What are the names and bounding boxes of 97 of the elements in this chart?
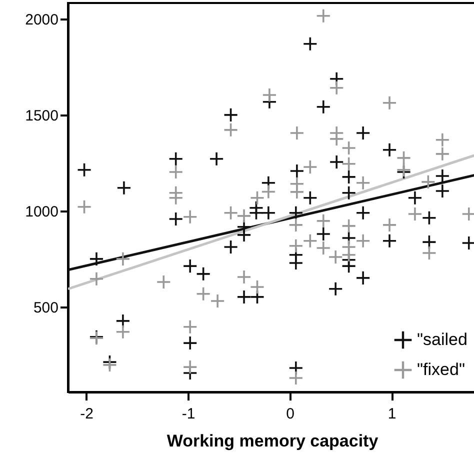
- point: [261, 205, 276, 220]
- point: [329, 132, 344, 146]
- point: [116, 314, 130, 328]
- point: [288, 218, 304, 232]
- point: [182, 209, 198, 224]
- point: [288, 370, 304, 386]
- point: [422, 246, 437, 260]
- point: [328, 281, 344, 296]
- point: [341, 156, 356, 172]
- point: [196, 266, 211, 282]
- point: [116, 252, 130, 266]
- point: [261, 184, 276, 200]
- x-tick-label: -1: [182, 406, 196, 422]
- point: [236, 290, 252, 304]
- point: [316, 8, 331, 24]
- point: [288, 256, 304, 270]
- point: [236, 270, 252, 284]
- point: [168, 190, 184, 206]
- point: [76, 199, 92, 214]
- point: [250, 190, 265, 206]
- point: [89, 271, 104, 286]
- legend-label: "fixed": [417, 360, 465, 379]
- point: [356, 205, 370, 220]
- point: [223, 108, 238, 122]
- point: [182, 336, 198, 350]
- point: [356, 175, 370, 190]
- point: [290, 184, 304, 200]
- point: [435, 168, 450, 184]
- point: [341, 170, 356, 184]
- point: [223, 205, 238, 220]
- point: [288, 205, 304, 220]
- point: [182, 319, 198, 334]
- point: [408, 206, 422, 222]
- point: [302, 160, 318, 174]
- point: [76, 162, 92, 178]
- y-tick-label: 500: [33, 299, 58, 316]
- point: [102, 358, 118, 372]
- point: [262, 88, 277, 102]
- point: [396, 150, 412, 166]
- point: [223, 122, 238, 138]
- point: [341, 247, 356, 262]
- point: [382, 218, 397, 232]
- point: [210, 294, 225, 308]
- point: [236, 208, 252, 224]
- point: [435, 132, 450, 148]
- point: [341, 218, 356, 234]
- point: [316, 226, 331, 242]
- point: [209, 151, 224, 166]
- point: [248, 205, 264, 220]
- y-tick-label: 2000: [25, 11, 58, 28]
- point: [435, 184, 450, 198]
- point: [290, 164, 304, 178]
- point: [223, 240, 238, 254]
- point: [435, 146, 450, 162]
- point: [316, 214, 331, 228]
- point: [156, 274, 172, 290]
- x-tick-label: 1: [388, 406, 396, 422]
- point: [290, 126, 304, 140]
- point: [168, 212, 184, 226]
- x-tick-label: -2: [80, 406, 94, 422]
- y-tick-label: 1500: [25, 107, 58, 124]
- point: [422, 234, 437, 250]
- point: [236, 228, 252, 242]
- point: [116, 180, 132, 196]
- point: [182, 360, 198, 374]
- point: [356, 126, 370, 140]
- point: [341, 185, 356, 200]
- point: [302, 233, 318, 248]
- point: [116, 324, 130, 340]
- point: [288, 238, 304, 254]
- point: [382, 233, 397, 248]
- point: [250, 280, 265, 294]
- point: [341, 140, 356, 156]
- point: [408, 190, 422, 206]
- point: [329, 154, 344, 170]
- point: [328, 250, 344, 264]
- point: [382, 95, 397, 110]
- point: [168, 164, 184, 180]
- point: [341, 258, 356, 274]
- point: [168, 151, 184, 166]
- point: [302, 190, 318, 206]
- point: [182, 258, 198, 274]
- point: [316, 99, 331, 114]
- point: [420, 174, 436, 190]
- x-tick-label: 0: [286, 406, 294, 422]
- point: [356, 270, 370, 286]
- point: [422, 210, 437, 226]
- point: [382, 142, 397, 158]
- point: [356, 233, 370, 248]
- point: [329, 80, 344, 96]
- point: [302, 36, 318, 52]
- legend-label: "sailed: [417, 330, 468, 349]
- x-axis-title: Working memory capacity: [166, 432, 379, 450]
- y-tick-label: 1000: [25, 203, 58, 220]
- point: [316, 240, 331, 256]
- point: [196, 286, 211, 302]
- point: [89, 252, 104, 266]
